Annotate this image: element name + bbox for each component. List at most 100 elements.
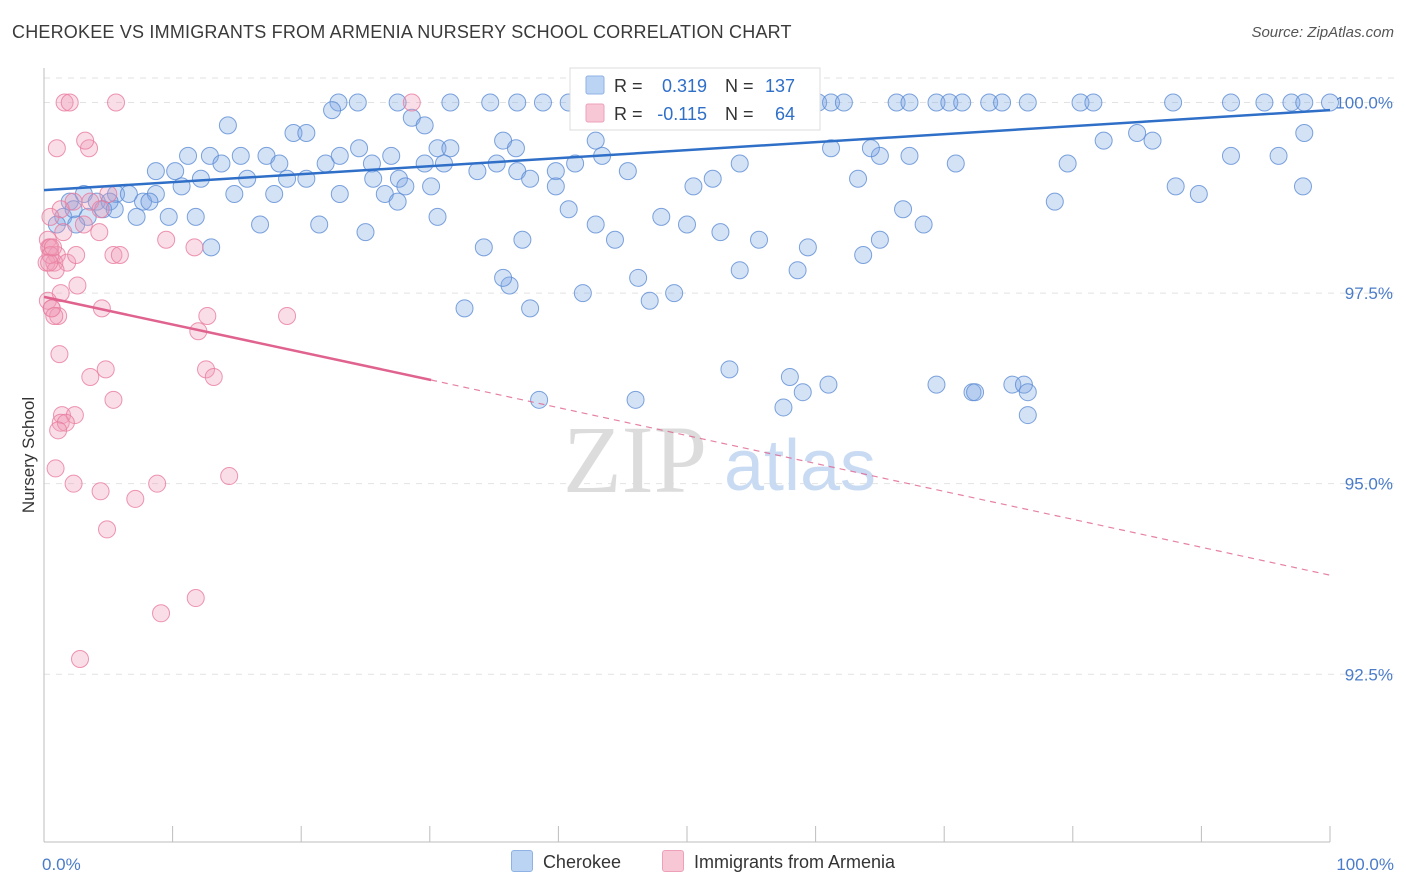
cherokee-point-50 [441,139,460,158]
cherokee-point-17 [822,93,841,112]
cherokee-point-124 [854,245,873,264]
cherokee-point-130 [521,299,540,318]
cherokee-point-65 [415,154,434,173]
armenia-point-52 [91,482,110,501]
armenia-point-10 [51,200,70,219]
x-tick-label-min: 0.0% [42,855,81,874]
cherokee-point-84 [422,177,441,196]
cherokee-point-55 [146,162,165,181]
cherokee-point-33 [1295,93,1314,112]
cherokee-point-147 [546,177,565,196]
cherokee-point-162 [900,146,919,165]
cherokee-point-85 [388,192,407,211]
cherokee-point-149 [703,169,722,188]
cherokee-point-143 [1018,383,1037,402]
cherokee-trend-line [43,108,1331,192]
cherokee-point-49 [382,146,401,165]
armenia-point-55 [98,520,117,539]
legend-swatch-pink [662,850,684,872]
armenia-point-15 [54,223,73,242]
cherokee-point-141 [530,390,549,409]
cherokee-point-115 [605,230,624,249]
legend-r-value-1: 0.319 [662,76,707,96]
cherokee-point-31 [1255,93,1274,112]
cherokee-point-100 [159,207,178,226]
cherokee-point-138 [720,360,739,379]
cherokee-point-111 [678,215,696,234]
cherokee-point-154 [1094,131,1113,150]
y-tick-label-0: 92.5% [1345,665,1393,684]
armenia-point-3 [402,93,421,112]
armenia-point-35 [198,306,217,325]
cherokee-point-6 [533,93,552,112]
cherokee-point-92 [134,192,153,211]
cherokee-point-127 [573,284,592,303]
armenia-point-42 [81,367,100,386]
armenia-point-48 [49,421,68,440]
legend-n-label-2: N = [725,104,754,124]
cherokee-point-48 [350,139,369,158]
gridlines [44,77,1394,675]
legend-r-label-1: R = [614,76,643,96]
armenia-point-26 [157,230,176,249]
cherokee-point-113 [474,238,493,257]
cherokee-point-1 [348,93,367,112]
cherokee-point-5 [508,93,527,112]
armenia-point-0 [55,93,74,112]
legend-label-cherokee: Cherokee [542,852,621,872]
legend-n-value-2: 64 [775,104,795,124]
axes [43,68,1331,843]
armenia-trend-line [43,295,432,382]
cherokee-point-128 [665,284,684,303]
legend-n-value-1: 137 [765,76,795,96]
armenia-point-54 [126,489,145,508]
cherokee-point-99 [127,207,146,226]
cherokee-point-126 [629,268,648,287]
cherokee-point-93 [140,192,159,211]
cherokee-point-114 [513,230,532,249]
cherokee-point-39 [297,123,316,142]
cherokee-point-161 [861,139,880,158]
armenia-point-2 [107,93,126,112]
cherokee-point-136 [793,383,812,402]
y-tick-label-1: 95.0% [1345,475,1393,494]
x-tick-label-max: 100.0% [1336,855,1394,874]
cherokee-point-35 [323,101,342,120]
armenia-point-40 [197,360,216,379]
y-tick-labels: 92.5% 95.0% 97.5% 100.0% [1335,93,1393,684]
cherokee-point-30 [1221,93,1240,112]
cherokee-point-155 [1128,123,1147,142]
legend-r-label-2: R = [614,104,643,124]
cherokee-point-52 [270,154,289,173]
cherokee-point-159 [1295,123,1314,142]
armenia-point-60 [45,306,64,325]
cherokee-point-95 [64,200,83,219]
cherokee-point-2 [388,93,407,112]
cherokee-point-38 [284,123,303,142]
cherokee-point-153 [1058,154,1077,173]
cherokee-point-24 [980,93,999,112]
cherokee-point-21 [927,93,946,112]
armenia-point-1 [60,93,79,112]
data-points [37,93,1339,669]
cherokee-point-163 [1189,184,1208,203]
armenia-point-45 [65,406,84,425]
cherokee-point-112 [894,200,913,219]
cherokee-point-109 [586,215,605,234]
cherokee-point-150 [730,154,749,173]
cherokee-point-42 [428,139,447,158]
cherokee-point-71 [546,162,565,181]
cherokee-point-146 [1018,406,1037,425]
cherokee-point-125 [500,276,519,295]
cherokee-point-164 [1166,177,1185,196]
cherokee-point-129 [455,299,474,318]
armenia-point-27 [185,238,204,257]
cherokee-point-59 [278,169,297,188]
cherokee-point-51 [179,146,198,165]
cherokee-point-107 [428,207,447,226]
cherokee-point-62 [330,146,349,165]
cherokee-point-131 [640,291,659,310]
armenia-point-41 [204,367,223,386]
cherokee-point-37 [218,116,237,135]
